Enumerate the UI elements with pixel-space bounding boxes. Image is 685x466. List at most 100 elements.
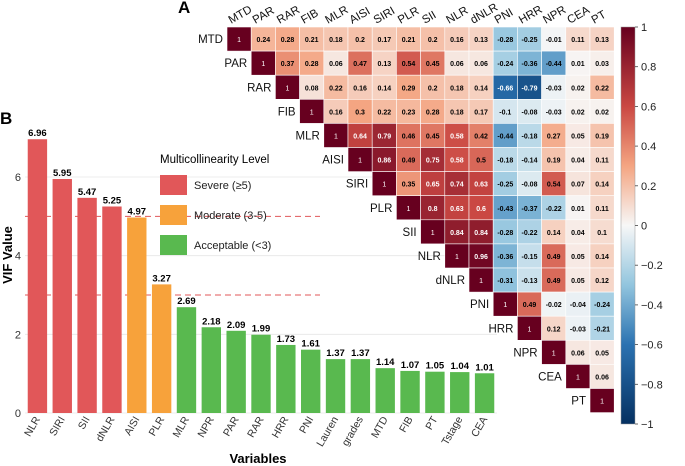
heat-cell-SII-HRR: [517, 219, 542, 245]
heat-cell-value: 0.02: [595, 109, 609, 116]
heat-cell-value: -0.22: [522, 230, 538, 237]
heat-cell-value: 0.84: [450, 230, 464, 237]
heat-cell-value: -0.03: [546, 85, 562, 92]
heat-cell-value: -0.04: [570, 302, 586, 309]
heat-cell-PAR-dNLR: [468, 50, 494, 76]
bar-value-label: 1.04: [450, 361, 469, 372]
heat-cell-value: -0.37: [522, 206, 538, 213]
heat-cell-value: -0.02: [546, 302, 562, 309]
y-tick-label: 2: [15, 329, 21, 341]
heat-cell-MTD-AISI: [347, 26, 373, 52]
heat-cell-value: 0.16: [450, 37, 464, 44]
heat-cell-value: 1: [286, 85, 290, 92]
bar-Lauren: [325, 359, 346, 413]
legend-swatch-moderate: [160, 205, 187, 225]
legend: Multicollinearity Level Severe (≥5) Moder…: [160, 154, 271, 255]
heat-cell-value: 0.22: [329, 85, 343, 92]
heat-cell-NLR-PT: [589, 243, 615, 269]
legend-label-acceptable: Acceptable (<3): [194, 240, 271, 252]
heat-cell-value: -0.21: [594, 326, 610, 333]
panel-label-a: A: [178, 0, 190, 17]
heat-cell-RAR-CEA: [565, 74, 591, 100]
heat-cell-value: 0.47: [353, 61, 367, 68]
heat-cell-diagonal: [250, 50, 276, 76]
heat-cell-value: 0.08: [305, 85, 319, 92]
bar-value-label: 5.47: [78, 187, 97, 198]
bar-Tstage: [450, 372, 470, 413]
bar-value-label: 1.14: [376, 357, 395, 368]
heat-cell-dNLR-PNI: [492, 267, 518, 293]
y-tick-label: 4: [15, 251, 21, 263]
heat-cell-value: 0.05: [571, 133, 585, 140]
bar-value-label: 4.97: [128, 207, 147, 218]
heat-cell-value: 0.1: [597, 230, 607, 237]
x-tick-label: PAR: [221, 414, 242, 438]
heat-cell-MLR-CEA: [565, 123, 591, 148]
colorbar-tick-label: −0.4: [641, 300, 663, 312]
legend-swatch-severe: [160, 175, 187, 195]
row-label-AISI: AISI: [322, 155, 344, 167]
column-label-AISI: AISI: [348, 5, 373, 26]
heat-cell-value: 1: [407, 206, 411, 213]
heat-cell-value: 1: [382, 182, 386, 189]
heat-cell-value: 1: [310, 109, 314, 116]
column-label-PT: PT: [590, 9, 609, 27]
heat-cell-NPR-PT: [589, 339, 615, 365]
x-tick-label: RAR: [245, 414, 267, 440]
heat-cell-diagonal: [323, 123, 349, 148]
heat-cell-value: 0.35: [402, 182, 416, 189]
heat-cell-FIB-PT: [589, 99, 615, 124]
bar-MLR: [176, 307, 197, 413]
heat-cell-value: -0.66: [497, 85, 513, 92]
heat-cell-value: 1: [528, 326, 532, 333]
colorbar-tick-label: −1: [641, 419, 654, 431]
heat-cell-value: 0.49: [547, 254, 561, 261]
heat-cell-PLR-PT: [589, 195, 615, 221]
heat-cell-value: 0.63: [450, 206, 464, 213]
heat-cell-value: 0.14: [547, 230, 561, 237]
bar-PAR: [226, 330, 246, 413]
heat-cell-value: 1: [358, 158, 362, 165]
heat-cell-value: 0.05: [595, 350, 609, 357]
heat-cell-FIB-MLR: [323, 99, 349, 124]
bar-value-label: 2.18: [202, 316, 221, 327]
heat-cell-value: 1: [576, 374, 580, 381]
heat-cell-NPR-CEA: [565, 339, 591, 365]
heat-cell-AISI-SII: [420, 147, 446, 172]
column-label-CEA: CEA: [565, 4, 592, 26]
heat-cell-MTD-PAR: [250, 26, 276, 52]
heat-cell-NLR-PNI: [492, 243, 518, 269]
row-label-MTD: MTD: [198, 34, 223, 46]
heat-cell-value: 0.11: [595, 206, 608, 213]
bar-value-label: 2.09: [227, 320, 246, 331]
heat-cell-diagonal: [492, 291, 518, 317]
column-label-PAR: PAR: [251, 5, 277, 27]
heat-cell-value: 0.12: [595, 278, 609, 285]
heat-cell-value: 0.17: [377, 37, 391, 44]
heat-cell-value: 0.2: [428, 37, 438, 44]
x-tick-label: FIB: [397, 415, 416, 435]
heat-cell-value: 1: [479, 278, 483, 285]
heat-cell-PAR-CEA: [565, 50, 591, 76]
heat-cell-value: 0.58: [450, 158, 464, 165]
heat-cell-diagonal: [589, 388, 615, 413]
heat-cell-value: -0.1: [499, 109, 511, 116]
heat-cell-NLR-NPR: [541, 243, 567, 269]
bar-RAR: [251, 334, 271, 413]
heat-cell-RAR-dNLR: [468, 74, 494, 100]
x-tick-label: MLR: [171, 414, 193, 440]
column-label-MLR: MLR: [323, 4, 350, 27]
heat-cell-value: -0.13: [522, 278, 538, 285]
bar-value-label: 2.69: [177, 296, 196, 307]
heat-cell-value: 0.96: [474, 254, 488, 261]
row-label-SIRI: SIRI: [346, 179, 368, 191]
heat-cell-SIRI-CEA: [565, 171, 591, 197]
bar-dNLR: [102, 206, 122, 413]
heat-cell-RAR-HRR: [517, 74, 542, 100]
heat-cell-MLR-SIRI: [371, 123, 397, 148]
legend-label-moderate: Moderate (3-5): [194, 210, 267, 222]
bar-value-label: 1.07: [401, 360, 420, 371]
